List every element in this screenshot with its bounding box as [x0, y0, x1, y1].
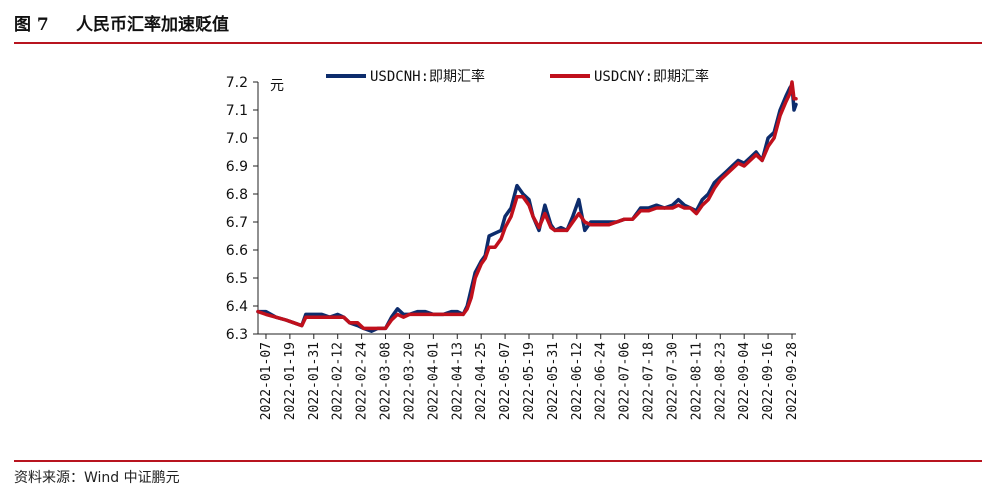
x-tick-label: 2022-01-19 [283, 342, 298, 420]
source-note: 资料来源：Wind 中证鹏元 [14, 470, 180, 486]
x-tick-label: 2022-07-06 [618, 342, 633, 420]
y-tick-label: 6.4 [226, 299, 248, 315]
x-tick-label: 2022-03-08 [379, 342, 394, 420]
x-tick-label: 2022-01-31 [307, 342, 322, 420]
x-tick-label: 2022-08-23 [713, 342, 728, 420]
x-tick-label: 2022-08-11 [689, 342, 704, 420]
legend-label-cny: USDCNY:即期汇率 [594, 68, 709, 85]
footer-rule [14, 460, 982, 462]
x-tick-label: 2022-07-30 [665, 342, 680, 420]
x-tick-label: 2022-06-12 [570, 342, 585, 420]
x-tick-label: 2022-02-24 [355, 342, 370, 420]
x-tick-label: 2022-07-18 [642, 342, 657, 420]
x-tick-label: 2022-09-28 [785, 342, 800, 420]
y-tick-label: 6.9 [226, 159, 248, 175]
y-tick-label: 6.5 [226, 271, 248, 287]
y-tick-label: 7.1 [226, 103, 248, 119]
line-usdcny [256, 80, 798, 331]
header-rule [14, 42, 982, 44]
x-ticks: 2022-01-07 2022-01-19 2022-01-31 2022-02-12… [259, 334, 800, 420]
y-tick-label: 6.6 [226, 243, 248, 259]
x-tick-label: 2022-02-12 [331, 342, 346, 420]
y-tick-label: 7.0 [226, 131, 248, 147]
y-ticks: 6.3 6.4 6.5 6.6 6.7 6.8 6.9 7.0 7.1 7.2 [226, 75, 258, 343]
figure-number: 图 7 [14, 15, 49, 35]
figure-title: 人民币汇率加速贬值 [76, 15, 229, 35]
legend-label-cnh: USDCNH:即期汇率 [370, 68, 485, 85]
x-tick-label: 2022-09-16 [761, 342, 776, 420]
y-unit-label: 元 [270, 78, 284, 94]
x-tick-label: 2022-05-19 [522, 342, 537, 420]
x-tick-label: 2022-04-13 [450, 342, 465, 420]
x-tick-label: 2022-04-25 [474, 342, 489, 420]
x-tick-label: 2022-03-20 [402, 342, 417, 420]
x-tick-label: 2022-06-24 [594, 342, 609, 420]
legend: USDCNH:即期汇率 USDCNY:即期汇率 [326, 68, 709, 85]
x-tick-label: 2022-05-07 [498, 342, 513, 420]
y-tick-label: 6.3 [226, 327, 248, 343]
y-tick-label: 7.2 [226, 75, 248, 91]
y-tick-label: 6.8 [226, 187, 248, 203]
y-tick-label: 6.7 [226, 215, 248, 231]
x-tick-label: 2022-09-04 [737, 342, 752, 420]
exchange-rate-chart: 元 6.3 6.4 6.5 6.6 6.7 6.8 6.9 7.0 7.1 7.2 2022-01… [226, 68, 800, 420]
line-usdcnh [256, 83, 798, 333]
x-tick-label: 2022-05-31 [546, 342, 561, 420]
x-tick-label: 2022-01-07 [259, 342, 274, 420]
series-lines [256, 80, 798, 333]
x-tick-label: 2022-04-01 [426, 342, 441, 420]
figure-header: 图 7 人民币汇率加速贬值 [14, 6, 982, 40]
